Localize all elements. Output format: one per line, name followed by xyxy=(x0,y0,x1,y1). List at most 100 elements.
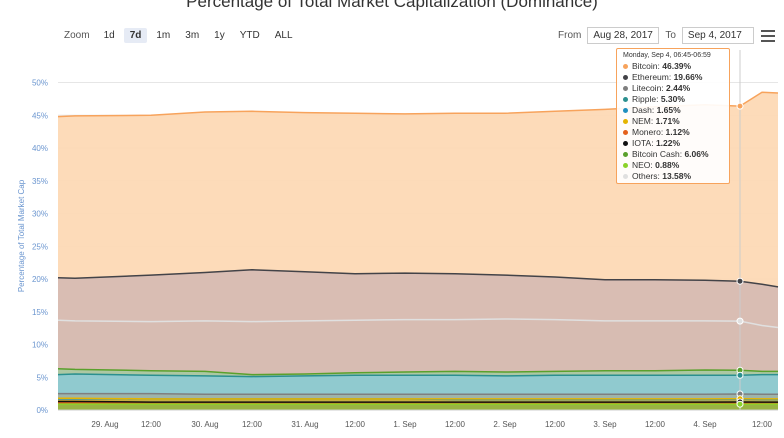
y-tick-label: 20% xyxy=(32,275,48,284)
y-tick-label: 50% xyxy=(32,79,48,88)
y-tick-label: 15% xyxy=(32,308,48,317)
tooltip-header: Monday, Sep 4, 06:45-06:59 xyxy=(623,52,711,59)
zoom-label: Zoom xyxy=(64,29,90,41)
series-dot-icon xyxy=(623,75,628,81)
x-tick-label: 12:00 xyxy=(645,420,666,429)
hover-marker-neo xyxy=(736,400,744,408)
x-tick-label: 12:00 xyxy=(242,420,263,429)
from-label: From xyxy=(558,30,582,41)
series-dot-icon xyxy=(623,86,628,92)
series-line-others xyxy=(57,318,779,329)
tooltip-row: Ripple: 5.30% xyxy=(623,94,723,105)
tooltip-series-name: Others: xyxy=(632,171,663,181)
series-line-bitcoin-cash xyxy=(57,367,778,376)
range-selector: From Aug 28, 2017 To Sep 4, 2017 xyxy=(558,27,760,44)
zoom-button-ytd[interactable]: YTD xyxy=(239,29,260,41)
y-tick-label: 5% xyxy=(36,373,48,382)
x-tick-label: 31. Aug xyxy=(291,420,318,429)
tooltip-series-value: 13.58% xyxy=(662,171,692,181)
hover-marker-bitcoin xyxy=(736,102,744,110)
from-date-input[interactable]: Aug 28, 2017 xyxy=(587,27,660,44)
x-tick-label: 30. Aug xyxy=(191,420,218,429)
series-dot-icon xyxy=(623,108,628,114)
x-tick-label: 3. Sep xyxy=(593,420,617,429)
zoom-button-1m[interactable]: 1m xyxy=(156,29,171,41)
zoom-button-7d[interactable]: 7d xyxy=(123,27,148,43)
tooltip-series-value: 19.66% xyxy=(673,72,703,82)
zoom-buttons: 1d 7d 1m 3m 1y YTD ALL xyxy=(98,27,302,43)
y-tick-label: 45% xyxy=(32,111,48,120)
tooltip-row: Bitcoin Cash: 6.06% xyxy=(623,149,723,160)
x-tick-label: 12:00 xyxy=(752,420,773,429)
series-dot-icon xyxy=(623,152,628,158)
x-tick-label: 12:00 xyxy=(445,420,466,429)
series-line-nem xyxy=(58,397,778,400)
tooltip-series-value: 1.12% xyxy=(665,127,690,137)
tooltip-series-value: 1.71% xyxy=(655,116,680,126)
series-dot-icon xyxy=(623,64,628,70)
tooltip-series-name: NEO: xyxy=(632,160,656,170)
tooltip-row: NEO: 0.88% xyxy=(623,160,723,171)
tooltip-series-value: 1.65% xyxy=(656,105,681,115)
tooltip-row: Litecoin: 2.44% xyxy=(623,83,723,94)
tooltip-series-name: Dash: xyxy=(632,105,657,115)
tooltip-series-name: Bitcoin: xyxy=(632,61,663,71)
tooltip-row: Ethereum: 19.66% xyxy=(623,72,723,83)
tooltip-series-value: 2.44% xyxy=(666,83,691,93)
zoom-button-1d[interactable]: 1d xyxy=(103,29,115,41)
tooltip-row: Dash: 1.65% xyxy=(623,105,723,116)
tooltip-series-name: Monero: xyxy=(632,127,666,137)
tooltip-series-name: Ethereum: xyxy=(632,72,674,82)
series-line-ethereum xyxy=(57,269,779,288)
tooltip-row: Others: 13.58% xyxy=(623,171,723,182)
tooltip: Monday, Sep 4, 06:45-06:59 Bitcoin: 46.3… xyxy=(616,48,730,184)
y-tick-label: 40% xyxy=(32,144,48,153)
zoom-button-3m[interactable]: 3m xyxy=(185,29,200,41)
series-dot-icon xyxy=(623,130,628,136)
to-date-input[interactable]: Sep 4, 2017 xyxy=(681,27,754,44)
x-tick-label: 2. Sep xyxy=(493,420,517,429)
y-tick-label: 30% xyxy=(32,210,48,219)
hover-marker-others xyxy=(736,317,744,325)
tooltip-series-name: IOTA: xyxy=(632,138,656,148)
series-line-litecoin xyxy=(58,392,778,396)
tooltip-row: IOTA: 1.22% xyxy=(623,138,723,149)
series-dot-icon xyxy=(623,97,628,103)
tooltip-series-name: Bitcoin Cash: xyxy=(632,149,685,159)
x-tick-label: 1. Sep xyxy=(393,420,417,429)
y-tick-label: 35% xyxy=(32,177,48,186)
series-dot-icon xyxy=(623,163,628,169)
hover-marker-ethereum xyxy=(736,277,744,285)
y-tick-label: 10% xyxy=(32,341,48,350)
hover-marker-ripple xyxy=(736,371,744,379)
tooltip-series-value: 1.22% xyxy=(655,138,681,148)
x-tick-label: 12:00 xyxy=(141,420,162,429)
to-label: To xyxy=(665,30,676,41)
x-tick-label: 4. Sep xyxy=(693,420,717,429)
tooltip-series-name: NEM: xyxy=(632,116,656,126)
tooltip-row: Monero: 1.12% xyxy=(623,127,723,138)
tooltip-series-value: 5.30% xyxy=(660,94,685,104)
x-tick-label: 12:00 xyxy=(545,420,566,429)
tooltip-row: Bitcoin: 46.39% xyxy=(623,61,723,72)
tooltip-series-name: Litecoin: xyxy=(632,83,667,93)
chart-title: Percentage of Total Market Capitalizatio… xyxy=(186,0,598,11)
series-line-ripple xyxy=(57,373,778,378)
tooltip-rows: Bitcoin: 46.39% Ethereum: 19.66% Litecoin:… xyxy=(623,61,723,182)
y-axis-title: Percentage of Total Market Cap xyxy=(17,179,26,292)
zoom-button-all[interactable]: ALL xyxy=(274,29,293,41)
zoom-button-1y[interactable]: 1y xyxy=(214,29,225,41)
chart-menu-icon[interactable] xyxy=(761,30,775,42)
y-tick-label: 0% xyxy=(36,406,48,415)
series-dot-icon xyxy=(623,141,628,147)
y-tick-label: 25% xyxy=(32,242,48,251)
series-dot-icon xyxy=(623,119,628,125)
tooltip-row: NEM: 1.71% xyxy=(623,116,723,127)
zoom-bar: Zoom 1d 7d 1m 3m 1y YTD ALL xyxy=(64,26,302,44)
series-dot-icon xyxy=(623,174,628,180)
series-line-iota xyxy=(58,400,778,403)
tooltip-series-value: 6.06% xyxy=(684,149,709,159)
tooltip-series-value: 0.88% xyxy=(655,160,680,170)
tooltip-series-value: 46.39% xyxy=(662,61,692,71)
x-tick-label: 29. Aug xyxy=(91,420,118,429)
